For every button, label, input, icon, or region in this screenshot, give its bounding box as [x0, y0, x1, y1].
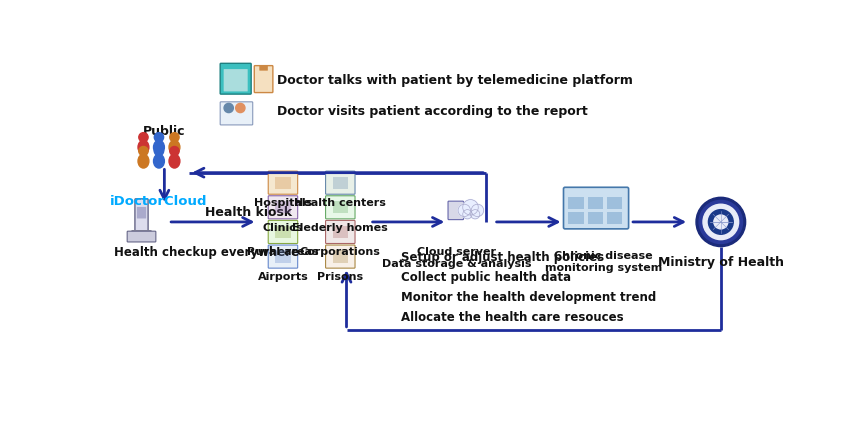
Circle shape: [462, 210, 472, 219]
Text: Chronic disease
monitoring system: Chronic disease monitoring system: [545, 251, 662, 273]
FancyBboxPatch shape: [269, 245, 298, 268]
Bar: [275, 201, 291, 213]
FancyBboxPatch shape: [326, 171, 355, 194]
Text: Doctor talks with patient by telemedicine platform: Doctor talks with patient by telemedicin…: [277, 74, 632, 87]
Circle shape: [155, 147, 163, 156]
FancyBboxPatch shape: [564, 187, 629, 229]
FancyBboxPatch shape: [269, 221, 298, 244]
FancyBboxPatch shape: [220, 63, 251, 94]
Text: Elederly homes: Elederly homes: [292, 223, 388, 233]
Ellipse shape: [154, 154, 164, 168]
Circle shape: [471, 210, 479, 219]
Bar: [275, 176, 291, 189]
Text: Setup or adjust health policies
Collect public health data
Monitor the health de: Setup or adjust health policies Collect …: [400, 251, 656, 323]
FancyBboxPatch shape: [269, 171, 298, 194]
Circle shape: [703, 204, 739, 240]
Ellipse shape: [138, 140, 149, 154]
FancyBboxPatch shape: [220, 102, 252, 125]
Text: Public: Public: [143, 125, 185, 139]
Text: Corporations: Corporations: [300, 247, 381, 258]
Circle shape: [224, 103, 234, 113]
FancyBboxPatch shape: [448, 201, 463, 220]
FancyBboxPatch shape: [128, 231, 156, 242]
FancyBboxPatch shape: [326, 196, 355, 219]
FancyBboxPatch shape: [137, 207, 146, 218]
Circle shape: [708, 210, 734, 234]
Bar: [587, 212, 603, 224]
Bar: [275, 250, 291, 263]
Text: Health kiosk: Health kiosk: [206, 206, 292, 219]
Bar: [332, 250, 348, 263]
Bar: [568, 196, 584, 209]
FancyBboxPatch shape: [326, 245, 355, 268]
Text: Prisons: Prisons: [317, 272, 363, 282]
Text: Health centers: Health centers: [294, 198, 386, 208]
Bar: [332, 201, 348, 213]
Text: Hospitals: Hospitals: [254, 198, 312, 208]
Bar: [568, 212, 584, 224]
FancyBboxPatch shape: [254, 65, 273, 93]
Bar: [587, 196, 603, 209]
Bar: [332, 226, 348, 238]
Text: Health checkup everywhere: Health checkup everywhere: [114, 246, 299, 259]
FancyBboxPatch shape: [269, 196, 298, 219]
Text: Clinics: Clinics: [263, 223, 303, 233]
Ellipse shape: [169, 140, 180, 154]
Circle shape: [462, 200, 479, 215]
Circle shape: [714, 215, 728, 229]
Bar: [275, 226, 291, 238]
Circle shape: [139, 133, 148, 142]
FancyBboxPatch shape: [135, 199, 148, 233]
Circle shape: [458, 204, 471, 217]
FancyBboxPatch shape: [326, 221, 355, 244]
FancyBboxPatch shape: [259, 65, 268, 71]
Circle shape: [139, 147, 148, 156]
Bar: [332, 176, 348, 189]
Ellipse shape: [169, 154, 180, 168]
Circle shape: [170, 133, 179, 142]
Ellipse shape: [154, 140, 164, 154]
Text: Doctor visits patient according to the report: Doctor visits patient according to the r…: [277, 105, 587, 118]
Bar: [607, 212, 622, 224]
Bar: [607, 196, 622, 209]
Circle shape: [235, 103, 245, 113]
Text: Airports: Airports: [258, 272, 309, 282]
Circle shape: [696, 197, 745, 246]
Circle shape: [170, 147, 179, 156]
Text: iDoctorCloud: iDoctorCloud: [110, 195, 207, 208]
Circle shape: [155, 133, 163, 142]
FancyBboxPatch shape: [132, 230, 151, 235]
Text: Cloud server
Data storage & analysis: Cloud server Data storage & analysis: [382, 247, 531, 269]
Circle shape: [471, 204, 484, 217]
Text: Rural areas: Rural areas: [247, 247, 319, 258]
Ellipse shape: [138, 154, 149, 168]
FancyBboxPatch shape: [224, 69, 247, 91]
Circle shape: [699, 200, 743, 244]
Text: Ministry of Health: Ministry of Health: [658, 256, 784, 269]
